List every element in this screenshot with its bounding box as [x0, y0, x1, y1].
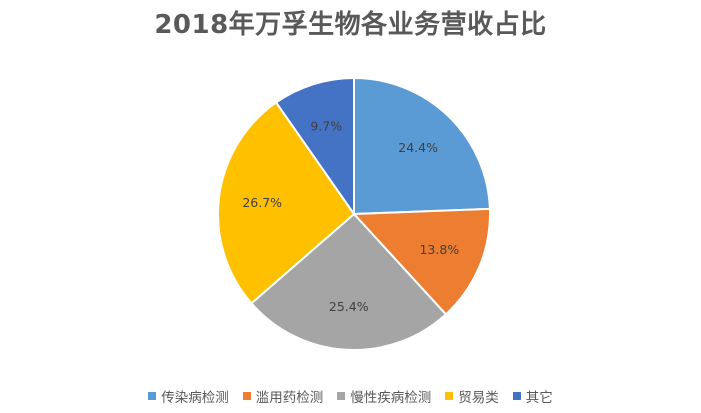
pie-slice-drug-abuse — [351, 207, 491, 316]
legend-label: 其它 — [525, 390, 553, 406]
data-label-other: 9.7% — [310, 118, 342, 133]
legend-item-drug-abuse: 滥用药检测 — [242, 386, 324, 406]
legend-swatch — [148, 392, 157, 400]
legend-item-other: 其它 — [512, 386, 553, 406]
data-label-infectious-disease: 24.4% — [398, 140, 438, 155]
legend-swatch — [445, 392, 454, 400]
chart-title: 2018年万孚生物各业务营收占比 — [154, 10, 547, 40]
legend-swatch — [512, 392, 521, 400]
data-label-trade: 26.7% — [242, 195, 282, 210]
chart-legend: 传染病检测 滥用药检测 慢性疾病检测 贸易类 其它 — [0, 386, 701, 406]
data-label-chronic-disease: 25.4% — [329, 299, 369, 314]
legend-item-chronic-disease: 慢性疾病检测 — [337, 386, 431, 406]
data-label-drug-abuse: 13.8% — [419, 242, 459, 257]
legend-label: 贸易类 — [458, 390, 499, 406]
legend-label: 滥用药检测 — [255, 390, 324, 406]
pie-slice-other — [274, 76, 355, 218]
legend-swatch — [337, 392, 346, 400]
legend-label: 慢性疾病检测 — [350, 390, 432, 406]
legend-swatch — [242, 392, 251, 400]
legend-label: 传染病检测 — [161, 390, 229, 406]
pie-slice-infectious-disease — [353, 76, 491, 216]
legend-item-infectious-disease: 传染病检测 — [148, 386, 229, 406]
legend-item-trade: 贸易类 — [445, 386, 499, 406]
pie-slice-chronic-disease — [250, 212, 448, 351]
pie-slice-trade — [217, 101, 356, 305]
